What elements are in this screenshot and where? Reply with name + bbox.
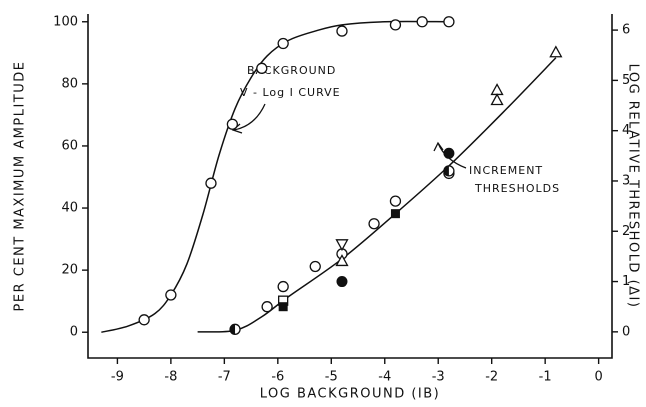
data-point bbox=[416, 16, 428, 28]
data-point bbox=[490, 93, 504, 106]
data-point bbox=[443, 147, 455, 159]
marker-part bbox=[230, 324, 236, 335]
x-tick-label: -7 bbox=[218, 370, 231, 385]
annotation: INCREMENT bbox=[469, 164, 543, 177]
data-point bbox=[205, 177, 217, 189]
data-point bbox=[549, 45, 563, 58]
annotation: V - Log I CURVE bbox=[240, 86, 341, 99]
x-tick-label: -5 bbox=[325, 370, 338, 385]
data-point bbox=[389, 195, 402, 207]
data-point bbox=[335, 239, 349, 252]
y-axis-label: PER CENT MAXIMUM AMPLITUDE bbox=[13, 61, 28, 312]
y-tick-label: 20 bbox=[61, 263, 78, 278]
data-point bbox=[336, 276, 348, 288]
x-tick-label: -1 bbox=[539, 370, 552, 385]
data-point bbox=[335, 254, 349, 267]
x-tick-label: -6 bbox=[271, 370, 284, 385]
x-axis-label: LOG BACKGROUND (IB) bbox=[260, 387, 441, 402]
arrow bbox=[231, 103, 266, 134]
y2-tick-label: 5 bbox=[622, 73, 630, 88]
data-point bbox=[261, 301, 273, 313]
x-tick-label: -2 bbox=[485, 370, 498, 385]
annotation: BACKGROUND bbox=[247, 64, 336, 77]
data-point bbox=[277, 280, 289, 293]
y-tick-label: 100 bbox=[53, 14, 78, 29]
marker-part bbox=[443, 165, 449, 176]
data-point bbox=[138, 314, 150, 326]
data-point bbox=[443, 165, 455, 177]
data-point bbox=[443, 16, 455, 28]
y2-tick-label: 0 bbox=[622, 324, 630, 339]
y2-tick-label: 3 bbox=[622, 173, 630, 188]
data-point bbox=[277, 37, 289, 50]
y-tick-label: 60 bbox=[61, 138, 78, 153]
annotation: THRESHOLDS bbox=[474, 182, 560, 195]
data-point bbox=[390, 209, 400, 219]
axis-frame bbox=[87, 14, 613, 359]
y2-tick-label: 6 bbox=[622, 23, 630, 38]
data-point bbox=[165, 289, 177, 301]
data-point bbox=[490, 83, 504, 96]
data-point bbox=[229, 323, 241, 335]
x-tick-label: -4 bbox=[378, 370, 391, 385]
y-tick-label: 80 bbox=[61, 76, 78, 91]
data-point bbox=[278, 302, 288, 312]
curve bbox=[101, 20, 449, 333]
data-point bbox=[309, 260, 321, 273]
y-tick-label: 40 bbox=[61, 201, 78, 216]
x-tick-label: -3 bbox=[432, 370, 445, 385]
x-tick-label: -9 bbox=[111, 370, 124, 385]
data-point bbox=[336, 25, 348, 37]
y2-tick-label: 2 bbox=[622, 224, 630, 239]
data-point bbox=[226, 118, 239, 130]
x-tick-label: -8 bbox=[164, 370, 177, 385]
data-point bbox=[389, 19, 402, 31]
data-point bbox=[256, 62, 268, 74]
x-tick-label: 0 bbox=[594, 370, 602, 385]
y-tick-label: 0 bbox=[70, 325, 78, 340]
data-point bbox=[368, 218, 380, 230]
y2-tick-label: 4 bbox=[622, 123, 630, 138]
y2-tick-label: 1 bbox=[622, 274, 630, 289]
y2-axis-label: LOG RELATIVE THRESHOLD (ΔI) bbox=[626, 64, 641, 309]
